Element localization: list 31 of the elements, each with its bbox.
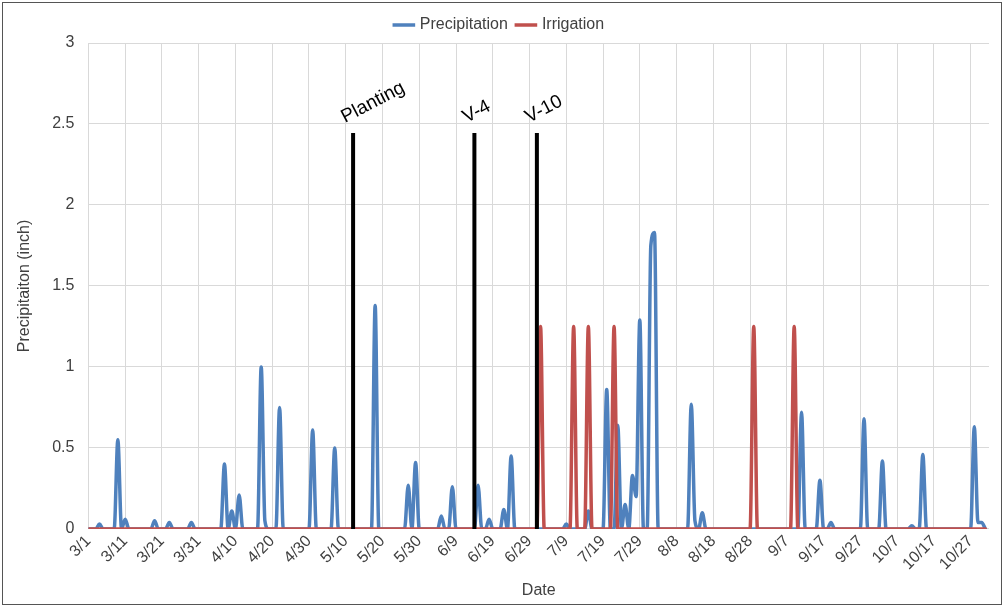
y-tick-label: 2 [65, 195, 75, 213]
y-tick-label: 1.5 [52, 276, 75, 294]
x-tick-label: 7/9 [543, 531, 572, 560]
x-tick-label: 4/10 [206, 531, 241, 566]
x-tick-label: 8/28 [721, 531, 756, 566]
x-tick-label: 6/29 [500, 531, 535, 566]
x-tick-label: 3/31 [169, 531, 205, 566]
x-tick-label: 4/20 [243, 531, 278, 566]
x-tick-label: 3/11 [97, 531, 131, 566]
legend-label: Precipitation [419, 15, 508, 33]
y-tick-label: 1 [65, 357, 75, 375]
y-tick-label: 0.5 [52, 438, 75, 456]
y-tick-label: 0 [65, 519, 75, 537]
ref-line-label: V-10 [521, 89, 566, 127]
x-tick-label: 8/8 [654, 531, 682, 560]
x-tick-label: 5/10 [316, 531, 352, 566]
x-tick-label: 7/19 [574, 531, 609, 566]
ref-line-label: V-4 [458, 94, 494, 127]
legend-label: Irrigation [541, 15, 605, 33]
x-tick-label: 7/29 [611, 531, 646, 566]
x-tick-label: 8/18 [684, 531, 719, 566]
x-axis-title: Date [521, 580, 556, 598]
x-tick-label: 4/30 [280, 531, 315, 566]
x-tick-label: 5/20 [353, 531, 388, 566]
x-tick-label: 9/7 [764, 531, 793, 560]
y-tick-label: 2.5 [52, 114, 75, 132]
y-axis-title: Precipitaiton (inch) [15, 219, 33, 353]
x-tick-label: 6/19 [463, 531, 499, 566]
x-tick-label: 3/21 [133, 531, 168, 566]
x-tick-label: 6/9 [433, 531, 462, 560]
y-tick-label: 3 [65, 33, 75, 51]
